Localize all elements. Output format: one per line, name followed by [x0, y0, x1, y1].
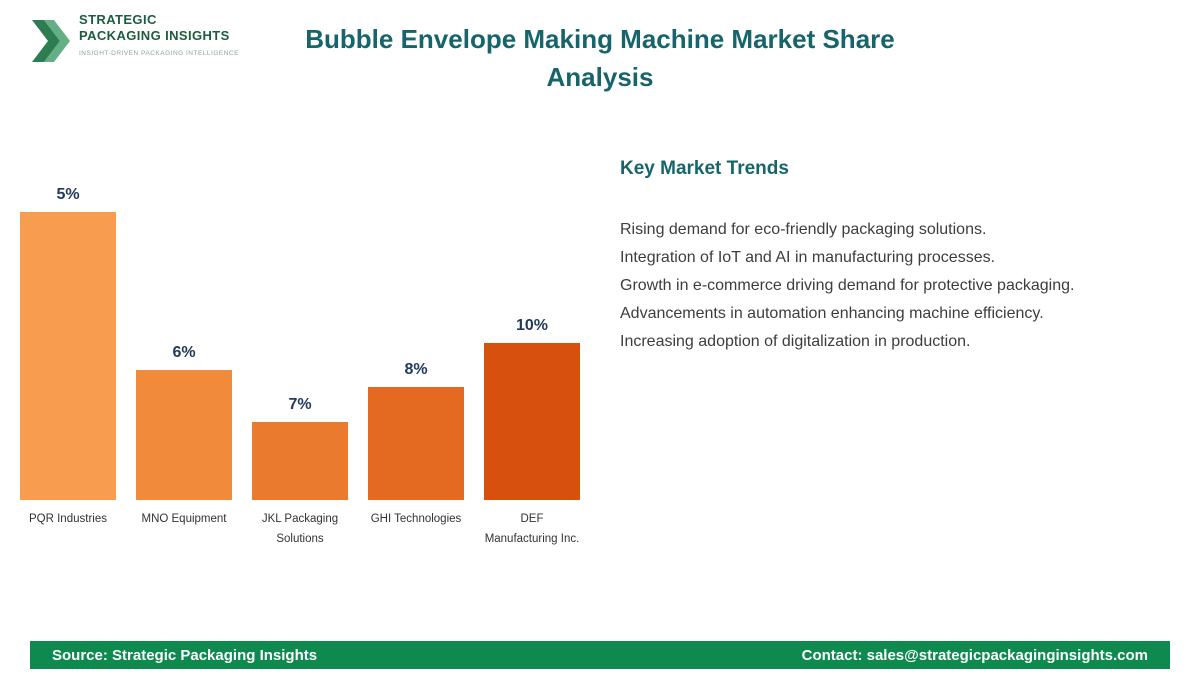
- bar-category-label: MNO Equipment: [141, 513, 227, 525]
- bar-value-label: 7%: [288, 396, 312, 413]
- bar: [484, 343, 580, 500]
- page-title: Bubble Envelope Making Machine Market Sh…: [305, 24, 895, 92]
- bar-chart: 5% PQR Industries 6% MNO Equipment 7% JKL Pac…: [20, 150, 580, 549]
- bar-group: 10% DEF Manufacturing Inc.: [484, 150, 580, 549]
- logo-line2: PACKAGING INSIGHTS: [79, 28, 230, 43]
- bar: [136, 370, 232, 500]
- bar-group: 8% GHI Technologies: [368, 150, 464, 549]
- trend-item: Growth in e-commerce driving demand for …: [620, 277, 1075, 294]
- trends-heading: Key Market Trends: [620, 158, 789, 179]
- bar-category-label: PQR Industries: [29, 513, 107, 525]
- bar-value-label: 8%: [404, 361, 428, 378]
- bar: [368, 387, 464, 500]
- bar-group: 5% PQR Industries: [20, 150, 116, 549]
- bar-group: 7% JKL Packaging Solutions: [252, 150, 348, 549]
- bar-category-label: GHI Technologies: [370, 513, 462, 525]
- footer-source: Source: Strategic Packaging Insights: [52, 646, 318, 664]
- logo-line1: STRATEGIC: [79, 12, 157, 27]
- bar: [252, 422, 348, 500]
- trend-item: Integration of IoT and AI in manufacturi…: [620, 249, 996, 266]
- trend-item: Increasing adoption of digitalization in…: [620, 333, 971, 350]
- footer-contact: Contact: sales@strategicpackaginginsight…: [801, 646, 1148, 664]
- trend-item: Advancements in automation enhancing mac…: [620, 305, 1044, 322]
- bar-group: 6% MNO Equipment: [136, 150, 232, 549]
- bar-category-label: JKL Packaging Solutions: [261, 513, 339, 545]
- trends-panel: Key Market Trends Rising demand for eco-…: [620, 158, 1078, 356]
- logo-text: STRATEGIC PACKAGING INSIGHTS INSIGHT-DRI…: [79, 12, 239, 57]
- logo-tagline: INSIGHT-DRIVEN PACKAGING INTELLIGENCE: [79, 50, 239, 57]
- logo-chevron-icon: [30, 14, 70, 73]
- bar: [20, 212, 116, 500]
- bar-value-label: 6%: [172, 344, 196, 361]
- footer-bar: Source: Strategic Packaging Insights Con…: [30, 641, 1170, 669]
- bar-value-label: 10%: [515, 317, 549, 334]
- bar-value-label: 5%: [56, 186, 80, 203]
- logo: STRATEGIC PACKAGING INSIGHTS INSIGHT-DRI…: [30, 12, 239, 73]
- bar-category-label: DEF Manufacturing Inc.: [484, 513, 580, 545]
- trends-list: Rising demand for eco-friendly packaging…: [620, 216, 1078, 356]
- trend-item: Rising demand for eco-friendly packaging…: [620, 221, 987, 238]
